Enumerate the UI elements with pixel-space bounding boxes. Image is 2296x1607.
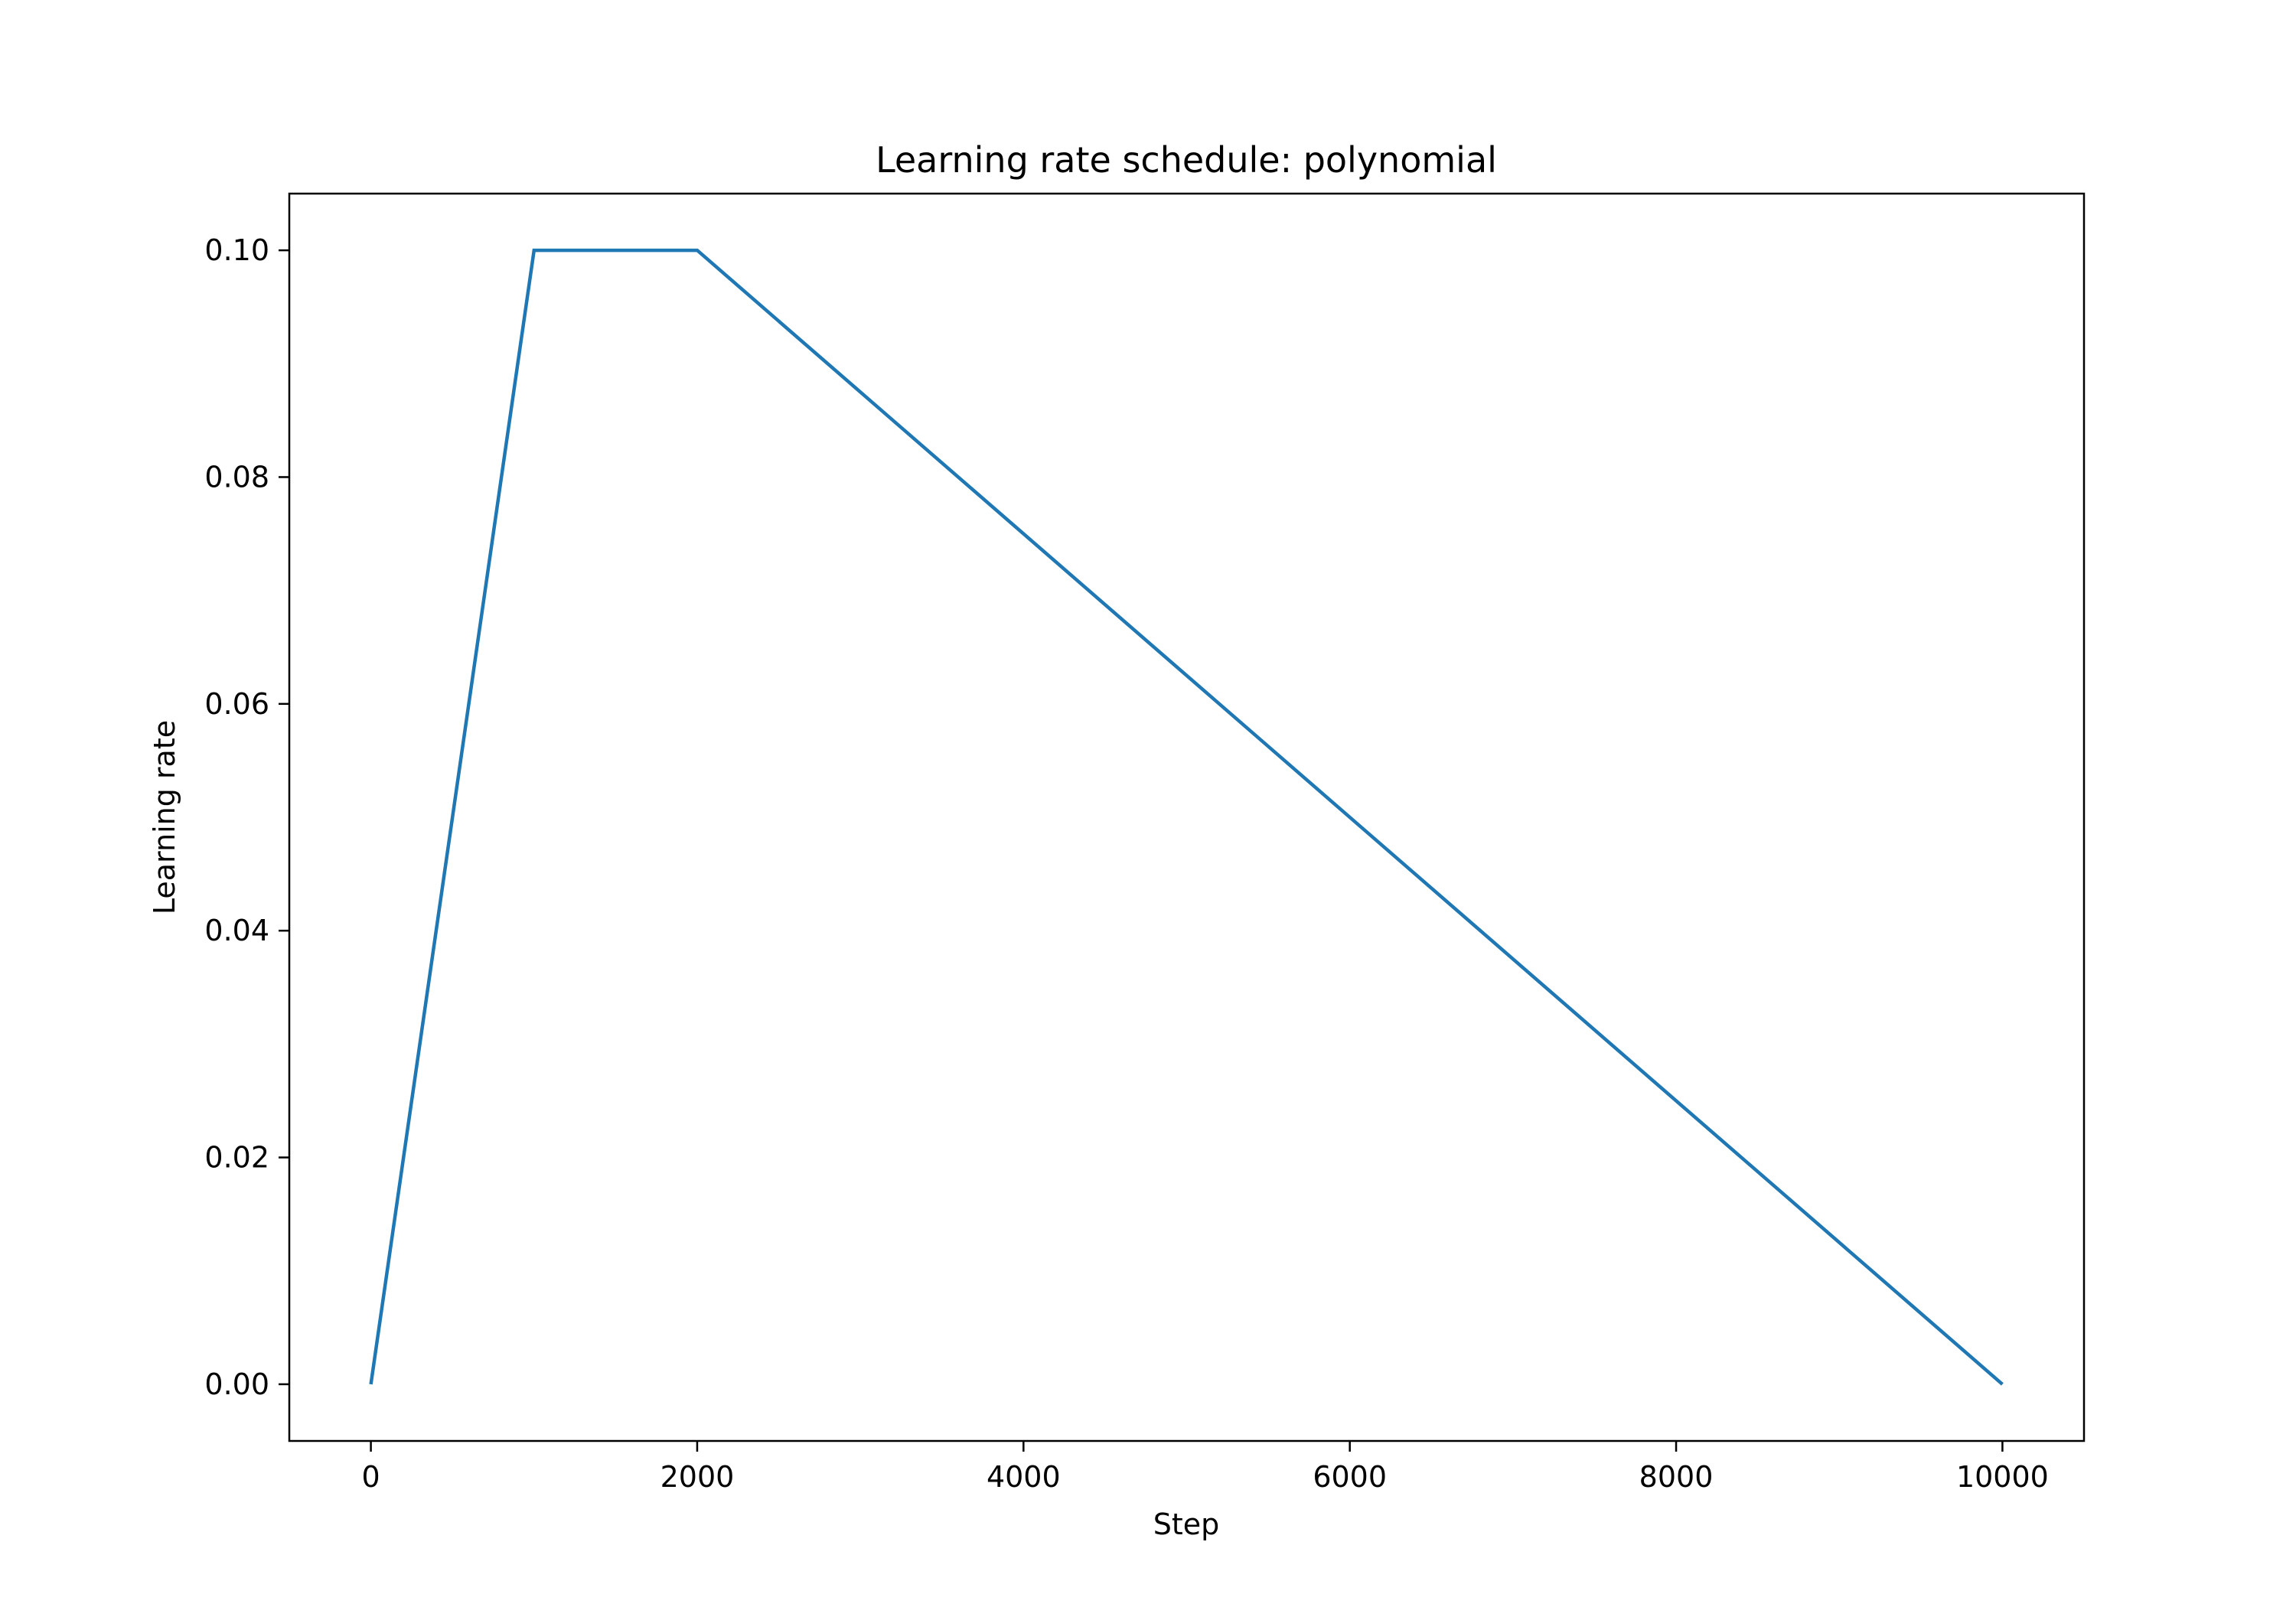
x-tick-label: 0	[361, 1460, 380, 1494]
y-tick-label: 0.06	[204, 687, 269, 721]
y-tick-label: 0.10	[204, 233, 269, 267]
x-axis-ticks: 0 2000 4000 6000 8000 10000	[361, 1441, 2049, 1494]
plot-frame	[288, 192, 2086, 1442]
chart-title: Learning rate schedule: polynomial	[876, 139, 1497, 181]
y-tick-label: 0.00	[204, 1367, 269, 1401]
y-tick-label: 0.02	[204, 1141, 269, 1175]
x-tick-label: 8000	[1639, 1460, 1714, 1494]
x-tick-label: 2000	[660, 1460, 735, 1494]
x-axis-label: Step	[1153, 1508, 1220, 1541]
y-tick-label: 0.04	[204, 914, 269, 947]
plot-area	[369, 248, 2004, 1386]
y-axis-ticks: 0.00 0.02 0.04 0.06 0.08 0.10	[204, 233, 289, 1401]
y-axis-label: Learning rate	[148, 720, 181, 914]
x-tick-label: 6000	[1313, 1460, 1387, 1494]
x-tick-label: 10000	[1956, 1460, 2049, 1494]
series-line-0	[369, 248, 2004, 1386]
y-tick-label: 0.08	[204, 460, 269, 494]
x-tick-label: 4000	[987, 1460, 1061, 1494]
